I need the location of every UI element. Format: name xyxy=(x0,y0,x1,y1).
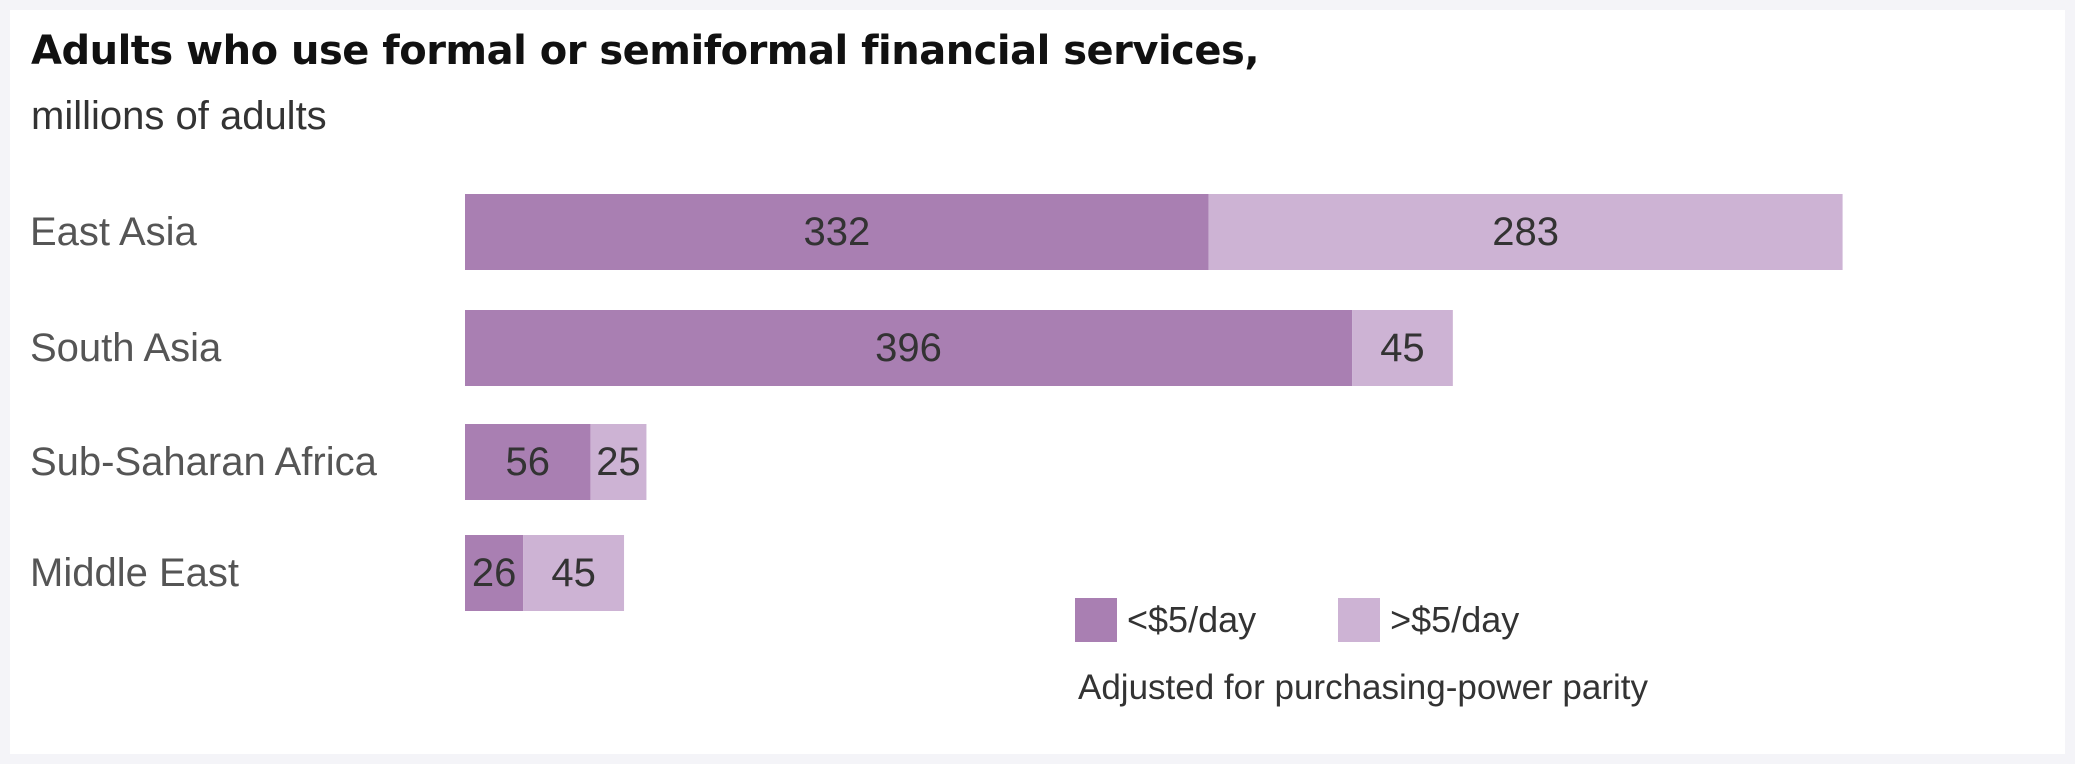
bar-south-asia-series-1 xyxy=(1352,310,1453,386)
chart-subtitle: millions of adults xyxy=(31,94,327,138)
bar-middle-east-series-0 xyxy=(465,535,524,611)
bar-sub-saharan-africa-series-0 xyxy=(465,424,591,500)
bar-middle-east-series-1 xyxy=(523,535,625,611)
data-label-sub-saharan-africa-series-0: 56 xyxy=(505,440,550,484)
legend: <$5/day >$5/day xyxy=(1075,598,1601,642)
data-label-south-asia-series-1: 45 xyxy=(1380,326,1425,370)
legend-item-above-5: >$5/day xyxy=(1338,598,1519,642)
category-label-east-asia: East Asia xyxy=(30,210,198,254)
data-label-east-asia-series-1: 283 xyxy=(1492,210,1559,254)
data-label-east-asia-series-0: 332 xyxy=(803,210,870,254)
category-label-south-asia: South Asia xyxy=(30,326,222,370)
data-label-middle-east-series-0: 26 xyxy=(472,551,517,595)
data-label-middle-east-series-1: 45 xyxy=(551,551,596,595)
bar-east-asia-series-1 xyxy=(1208,194,1843,270)
bar-south-asia-series-0 xyxy=(465,310,1353,386)
legend-label-above-5: >$5/day xyxy=(1390,599,1520,640)
legend-swatch-below-5 xyxy=(1075,598,1117,642)
chart-title: Adults who use formal or semiformal fina… xyxy=(31,28,1260,74)
legend-item-below-5: <$5/day xyxy=(1075,598,1256,642)
legend-swatch-above-5 xyxy=(1338,598,1381,642)
category-label-middle-east: Middle East xyxy=(30,551,239,595)
bar-east-asia-series-0 xyxy=(465,194,1209,270)
bar-sub-saharan-africa-series-1 xyxy=(590,424,647,500)
data-label-sub-saharan-africa-series-1: 25 xyxy=(596,440,641,484)
data-label-south-asia-series-0: 396 xyxy=(875,326,942,370)
category-label-sub-saharan-africa: Sub-Saharan Africa xyxy=(30,440,378,484)
legend-label-below-5: <$5/day xyxy=(1127,599,1257,640)
chart-note: Adjusted for purchasing-power parity xyxy=(1078,668,1649,707)
